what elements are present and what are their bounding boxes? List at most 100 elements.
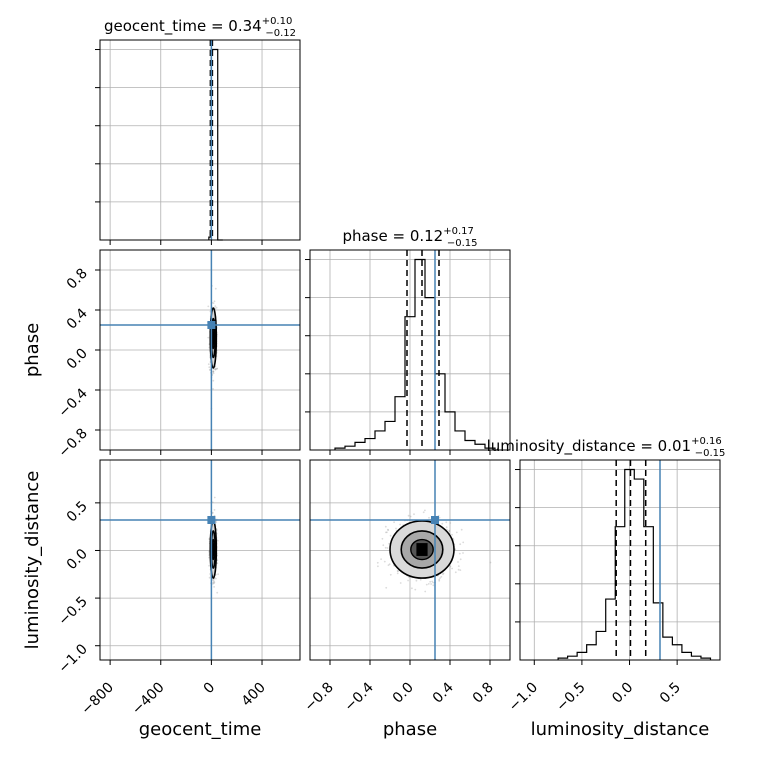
- panel-luminosity_distance-geocent_time-frame: [99, 459, 301, 661]
- panel-luminosity_distance-phase-sample: [460, 528, 463, 531]
- panel-phase-geocent_time-sample: [213, 300, 216, 303]
- panel-phase-geocent_time-sample: [207, 336, 210, 339]
- xtick-label-phase: 0.8: [470, 680, 497, 707]
- panel-luminosity_distance-phase-sample: [429, 580, 432, 583]
- panel-luminosity_distance-phase-sample: [424, 590, 427, 593]
- panel-luminosity_distance-phase-sample: [451, 567, 453, 570]
- xtick-label-geocent_time: −800: [78, 680, 117, 719]
- panel-luminosity_distance-phase-sample: [441, 522, 444, 525]
- panel-luminosity_distance-phase-sample: [399, 582, 402, 584]
- panel-phase-geocent_time-sample: [208, 366, 211, 369]
- panel-luminosity_distance-phase-sample: [395, 527, 397, 530]
- title-label: luminosity_distance = 0.01: [487, 437, 691, 456]
- panel-luminosity_distance-phase-sample: [422, 511, 425, 514]
- panel-luminosity_distance-phase-sample: [384, 546, 387, 549]
- panel-luminosity_distance-phase-sample: [449, 565, 452, 568]
- panel-luminosity_distance-phase-sample: [431, 580, 434, 583]
- xtick-label-phase: 0.0: [390, 680, 417, 707]
- ytick-label-luminosity_distance: −0.5: [55, 594, 90, 629]
- panel-luminosity_distance-phase-sample: [411, 587, 413, 590]
- xtick-label-phase: −0.8: [301, 680, 336, 715]
- title-minus-error: −0.15: [695, 448, 726, 459]
- panel-luminosity_distance-geocent_time-sample: [208, 564, 211, 567]
- ytick-label-luminosity_distance: −1.0: [55, 641, 90, 676]
- panel-luminosity_distance-phase-sample: [459, 558, 462, 561]
- panel-phase-geocent_time-truth-marker: [207, 321, 216, 329]
- panel-luminosity_distance-geocent_time-sample: [212, 583, 214, 585]
- panel-phase-geocent_time-sample: [214, 368, 217, 370]
- panel-phase-geocent_time-sample: [215, 306, 218, 309]
- panel-phase-geocent_time-sample: [212, 372, 215, 375]
- panel-luminosity_distance-geocent_time-sample: [211, 579, 214, 581]
- panel-phase-geocent_time-sample: [208, 368, 211, 371]
- panel-luminosity_distance-geocent_time-sample: [215, 521, 218, 524]
- panel-luminosity_distance-phase-sample: [376, 561, 379, 564]
- xlabel-geocent_time: geocent_time: [139, 719, 262, 740]
- xtick-label-phase: 0.4: [430, 679, 457, 706]
- title-plus-error: +0.16: [691, 436, 722, 447]
- panel-luminosity_distance-phase-sample: [449, 522, 452, 524]
- panel-phase-geocent_time-sample: [214, 305, 217, 308]
- panel-luminosity_distance-phase-sample: [381, 537, 384, 540]
- frames-layer: [95, 39, 721, 665]
- panel-luminosity_distance-phase-sample: [445, 526, 448, 529]
- panel-luminosity_distance-geocent_time-core: [210, 543, 216, 556]
- panel-luminosity_distance-geocent_time-sample: [213, 496, 216, 499]
- panel-luminosity_distance-phase-sample: [439, 577, 441, 579]
- title-minus-error: −0.15: [447, 238, 478, 249]
- panel-luminosity_distance-phase-sample: [385, 586, 388, 589]
- ytick-label-luminosity_distance: 0.0: [64, 546, 91, 573]
- panel-luminosity_distance-phase-sample: [440, 575, 443, 578]
- panel-luminosity_distance-phase-sample: [489, 561, 492, 564]
- panel-luminosity_distance-phase-sample: [430, 583, 432, 585]
- panel-luminosity_distance-phase-sample: [397, 570, 399, 573]
- panel-luminosity_distance-phase-sample: [377, 565, 379, 568]
- panel-luminosity_distance-phase-sample: [451, 533, 453, 536]
- panel-luminosity_distance-phase-sample: [387, 529, 390, 531]
- panel-luminosity_distance-phase-sample: [386, 531, 388, 534]
- panel-luminosity_distance-geocent_time-sample: [212, 580, 215, 583]
- xtick-label-luminosity_distance: 0.0: [609, 680, 636, 707]
- panel-luminosity_distance-phase-sample: [445, 521, 448, 524]
- panel-luminosity_distance-phase-sample: [380, 558, 382, 560]
- panel-luminosity_distance-geocent_time-sample: [211, 511, 214, 514]
- panel-luminosity_distance-phase-sample: [458, 552, 461, 555]
- panel-luminosity_distance-phase-sample: [457, 565, 460, 567]
- panel-luminosity_distance-phase-sample: [396, 572, 399, 575]
- panel-luminosity_distance-geocent_time-sample: [216, 539, 219, 542]
- panel-luminosity_distance-phase-sample: [415, 579, 418, 582]
- panel-luminosity_distance-geocent_time-sample: [211, 501, 214, 504]
- panel-luminosity_distance-phase-sample: [414, 588, 417, 591]
- panel-phase-geocent_time-sample: [212, 370, 215, 373]
- panel-luminosity_distance-phase-sample: [462, 552, 464, 554]
- title-phase: phase = 0.12+0.17 −0.15: [342, 226, 477, 249]
- panel-phase-geocent_time-sample: [207, 305, 210, 308]
- panel-luminosity_distance-geocent_time-sample: [212, 578, 215, 581]
- panel-luminosity_distance-phase-core: [416, 543, 428, 556]
- panel-luminosity_distance-phase-sample: [454, 571, 457, 574]
- panel-luminosity_distance-geocent_time-sample: [215, 577, 217, 580]
- panel-luminosity_distance-geocent_time-truth-marker: [207, 516, 216, 524]
- panel-phase-geocent_time-sample: [216, 367, 218, 370]
- panel-luminosity_distance-phase-truth-marker: [431, 516, 439, 524]
- panel-luminosity_distance-phase-sample: [386, 547, 389, 549]
- panel-phase-geocent_time-sample: [214, 287, 217, 290]
- panel-luminosity_distance-phase-sample: [427, 583, 430, 585]
- title-luminosity_distance: luminosity_distance = 0.01+0.16 −0.15: [487, 436, 726, 459]
- title-plus-error: +0.10: [262, 16, 293, 27]
- panel-luminosity_distance-phase-sample: [442, 572, 445, 575]
- panel-luminosity_distance-phase-sample: [407, 514, 410, 517]
- panel-luminosity_distance-phase-sample: [384, 525, 387, 528]
- text-layer: geocent_time = 0.34+0.10 −0.12 phase = 0.1…: [22, 16, 725, 740]
- xtick-label-geocent_time: 400: [239, 680, 269, 710]
- panel-luminosity_distance-phase-sample: [396, 570, 399, 572]
- ytick-label-phase: 0.8: [64, 266, 91, 293]
- panel-luminosity_distance-phase-sample: [448, 530, 451, 533]
- panel-phase-geocent_time-sample: [207, 363, 210, 366]
- panel-luminosity_distance-phase-sample: [413, 513, 415, 516]
- xlabel-phase: phase: [383, 719, 437, 740]
- marks-layer: [100, 40, 712, 660]
- panel-luminosity_distance-phase-sample: [409, 515, 412, 518]
- histogram-luminosity_distance: [557, 468, 712, 660]
- panel-phase-geocent_time-sample: [214, 368, 217, 371]
